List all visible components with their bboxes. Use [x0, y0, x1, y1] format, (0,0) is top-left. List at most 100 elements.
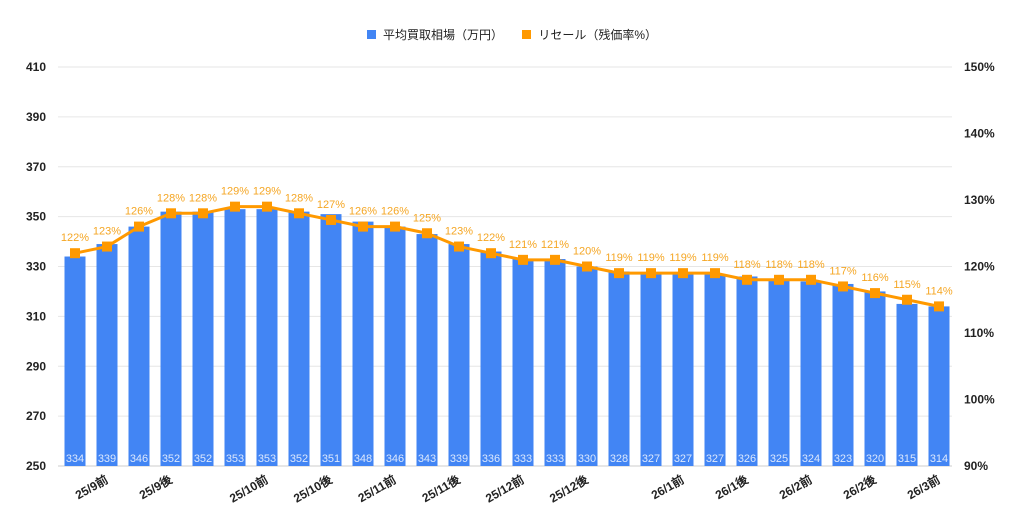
bar[interactable]: [256, 209, 278, 467]
bar[interactable]: [448, 244, 470, 466]
bar[interactable]: [832, 283, 854, 466]
bar[interactable]: [128, 226, 150, 466]
bar[interactable]: [704, 273, 726, 466]
bar[interactable]: [64, 256, 86, 466]
y-right-tick-label: 100%: [964, 393, 995, 407]
bar[interactable]: [384, 226, 406, 466]
line-marker[interactable]: [422, 228, 432, 239]
bar[interactable]: [416, 234, 438, 466]
bar-value-label: 352: [290, 453, 308, 465]
line-marker[interactable]: [582, 261, 592, 272]
line-value-label: 121%: [509, 239, 537, 251]
line-value-label: 128%: [189, 192, 217, 204]
x-tick-label: 25/12後: [547, 471, 592, 506]
line-marker[interactable]: [678, 268, 688, 279]
bar[interactable]: [352, 221, 374, 466]
bar-value-label: 314: [930, 453, 948, 465]
line-marker[interactable]: [806, 274, 816, 285]
bar-value-label: 353: [226, 453, 244, 465]
line-value-label: 118%: [733, 259, 761, 271]
line-marker[interactable]: [262, 201, 272, 212]
bar[interactable]: [544, 259, 566, 466]
y-right-tick-label: 90%: [964, 459, 988, 473]
y-right-tick-label: 110%: [964, 326, 994, 340]
line-marker[interactable]: [358, 221, 368, 232]
line-marker[interactable]: [742, 274, 752, 285]
line-marker[interactable]: [198, 208, 208, 219]
y-left-tick-label: 370: [26, 160, 46, 174]
bar[interactable]: [192, 211, 214, 466]
line-marker[interactable]: [614, 268, 624, 279]
y-left-tick-label: 290: [26, 359, 46, 373]
bar[interactable]: [320, 214, 342, 466]
line-value-label: 126%: [125, 206, 153, 218]
bar[interactable]: [928, 306, 950, 466]
line-marker[interactable]: [934, 301, 944, 312]
bar[interactable]: [160, 211, 182, 466]
bar-value-label: 327: [706, 453, 724, 465]
bar-value-label: 328: [610, 453, 628, 465]
bar-value-label: 353: [258, 453, 276, 465]
bar[interactable]: [224, 209, 246, 467]
line-value-label: 116%: [861, 272, 889, 284]
line-marker[interactable]: [294, 208, 304, 219]
line-marker[interactable]: [550, 254, 560, 265]
bar[interactable]: [672, 273, 694, 466]
line-marker[interactable]: [454, 241, 464, 252]
bar-value-label: 334: [66, 453, 84, 465]
bar[interactable]: [288, 211, 310, 466]
bar[interactable]: [608, 271, 630, 466]
y-right-tick-label: 130%: [964, 193, 995, 207]
bar-value-label: 324: [802, 453, 820, 465]
legend-item-resale[interactable]: リセール（残価率%）: [522, 26, 657, 43]
line-value-label: 126%: [381, 206, 409, 218]
line-marker[interactable]: [838, 281, 848, 292]
line-value-label: 123%: [93, 226, 121, 238]
x-tick-label: 25/9後: [136, 471, 175, 502]
bar[interactable]: [480, 251, 502, 466]
bar[interactable]: [800, 281, 822, 466]
bar[interactable]: [96, 244, 118, 466]
legend-label-price: 平均買取相場（万円）: [382, 28, 503, 42]
y-left-tick-label: 310: [26, 309, 46, 323]
line-value-label: 129%: [221, 186, 249, 198]
bar[interactable]: [576, 266, 598, 467]
x-tick-label: 25/11後: [419, 471, 463, 505]
line-marker[interactable]: [230, 201, 240, 212]
line-marker[interactable]: [134, 221, 144, 232]
line-value-label: 129%: [253, 186, 281, 198]
line-marker[interactable]: [166, 208, 176, 219]
bar[interactable]: [768, 278, 790, 466]
line-value-label: 117%: [829, 265, 857, 277]
line-marker[interactable]: [870, 288, 880, 299]
line-marker[interactable]: [774, 274, 784, 285]
line-marker[interactable]: [710, 268, 720, 279]
x-tick-label: 26/1前: [648, 472, 686, 503]
line-marker[interactable]: [646, 268, 656, 279]
line-marker[interactable]: [486, 248, 496, 259]
line-marker[interactable]: [390, 221, 400, 232]
line-marker[interactable]: [518, 254, 528, 265]
y-right-tick-label: 120%: [964, 260, 995, 274]
bar[interactable]: [864, 291, 886, 466]
line-value-label: 122%: [477, 232, 505, 244]
line-value-label: 120%: [573, 246, 601, 258]
bar-value-label: 343: [418, 453, 436, 465]
bar[interactable]: [640, 273, 662, 466]
line-marker[interactable]: [102, 241, 112, 252]
bar[interactable]: [896, 303, 918, 466]
line-swatch-icon: [522, 30, 532, 39]
line-value-label: 123%: [445, 226, 473, 238]
y-left-tick-label: 410: [26, 60, 46, 74]
bar-value-label: 320: [866, 453, 884, 465]
bar[interactable]: [736, 276, 758, 466]
legend-item-price[interactable]: 平均買取相場（万円）: [366, 26, 503, 43]
x-tick-label: 26/2後: [840, 471, 879, 502]
chart-legend: 平均買取相場（万円） リセール（残価率%）: [0, 26, 1024, 43]
line-value-label: 115%: [893, 279, 921, 291]
line-marker[interactable]: [70, 248, 80, 259]
line-value-label: 127%: [317, 199, 345, 211]
line-marker[interactable]: [326, 214, 336, 225]
line-marker[interactable]: [902, 294, 912, 305]
bar[interactable]: [512, 259, 534, 466]
